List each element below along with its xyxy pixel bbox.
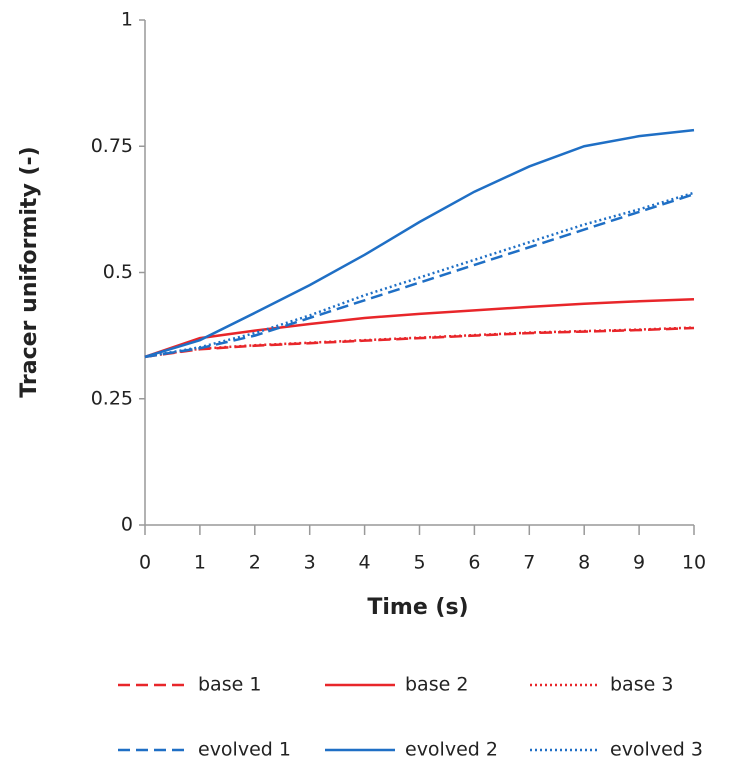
series-line <box>144 298 695 359</box>
x-tick-label: 3 <box>304 552 316 574</box>
series-line <box>144 191 695 359</box>
x-tick-label: 6 <box>468 552 480 574</box>
x-tick-label: 1 <box>194 552 206 574</box>
x-tick-label: 5 <box>413 552 425 574</box>
legend-label: evolved 2 <box>405 739 498 761</box>
y-tick-label: 0.75 <box>91 135 133 157</box>
legend-label: base 3 <box>610 674 673 696</box>
x-tick-label: 7 <box>523 552 535 574</box>
y-axis-title: Tracer uniformity (-) <box>17 146 42 397</box>
legend-label: evolved 3 <box>610 739 703 761</box>
x-tick-label: 9 <box>633 552 645 574</box>
x-axis-title: Time (s) <box>367 595 468 620</box>
series-line <box>144 128 695 359</box>
x-tick-label: 8 <box>578 552 590 574</box>
x-tick-label: 10 <box>682 552 706 574</box>
y-tick-label: 0.25 <box>91 387 133 409</box>
legend-label: evolved 1 <box>198 739 291 761</box>
series-line <box>144 326 695 359</box>
x-tick-label: 4 <box>359 552 371 574</box>
y-tick-label: 0 <box>121 514 133 536</box>
y-tick-label: 0.5 <box>103 261 133 283</box>
y-tick-label: 1 <box>121 9 133 31</box>
x-tick-label: 0 <box>139 552 151 574</box>
series-line <box>144 193 695 359</box>
legend-label: base 1 <box>198 674 261 696</box>
legend-label: base 2 <box>405 674 468 696</box>
x-tick-label: 2 <box>249 552 261 574</box>
